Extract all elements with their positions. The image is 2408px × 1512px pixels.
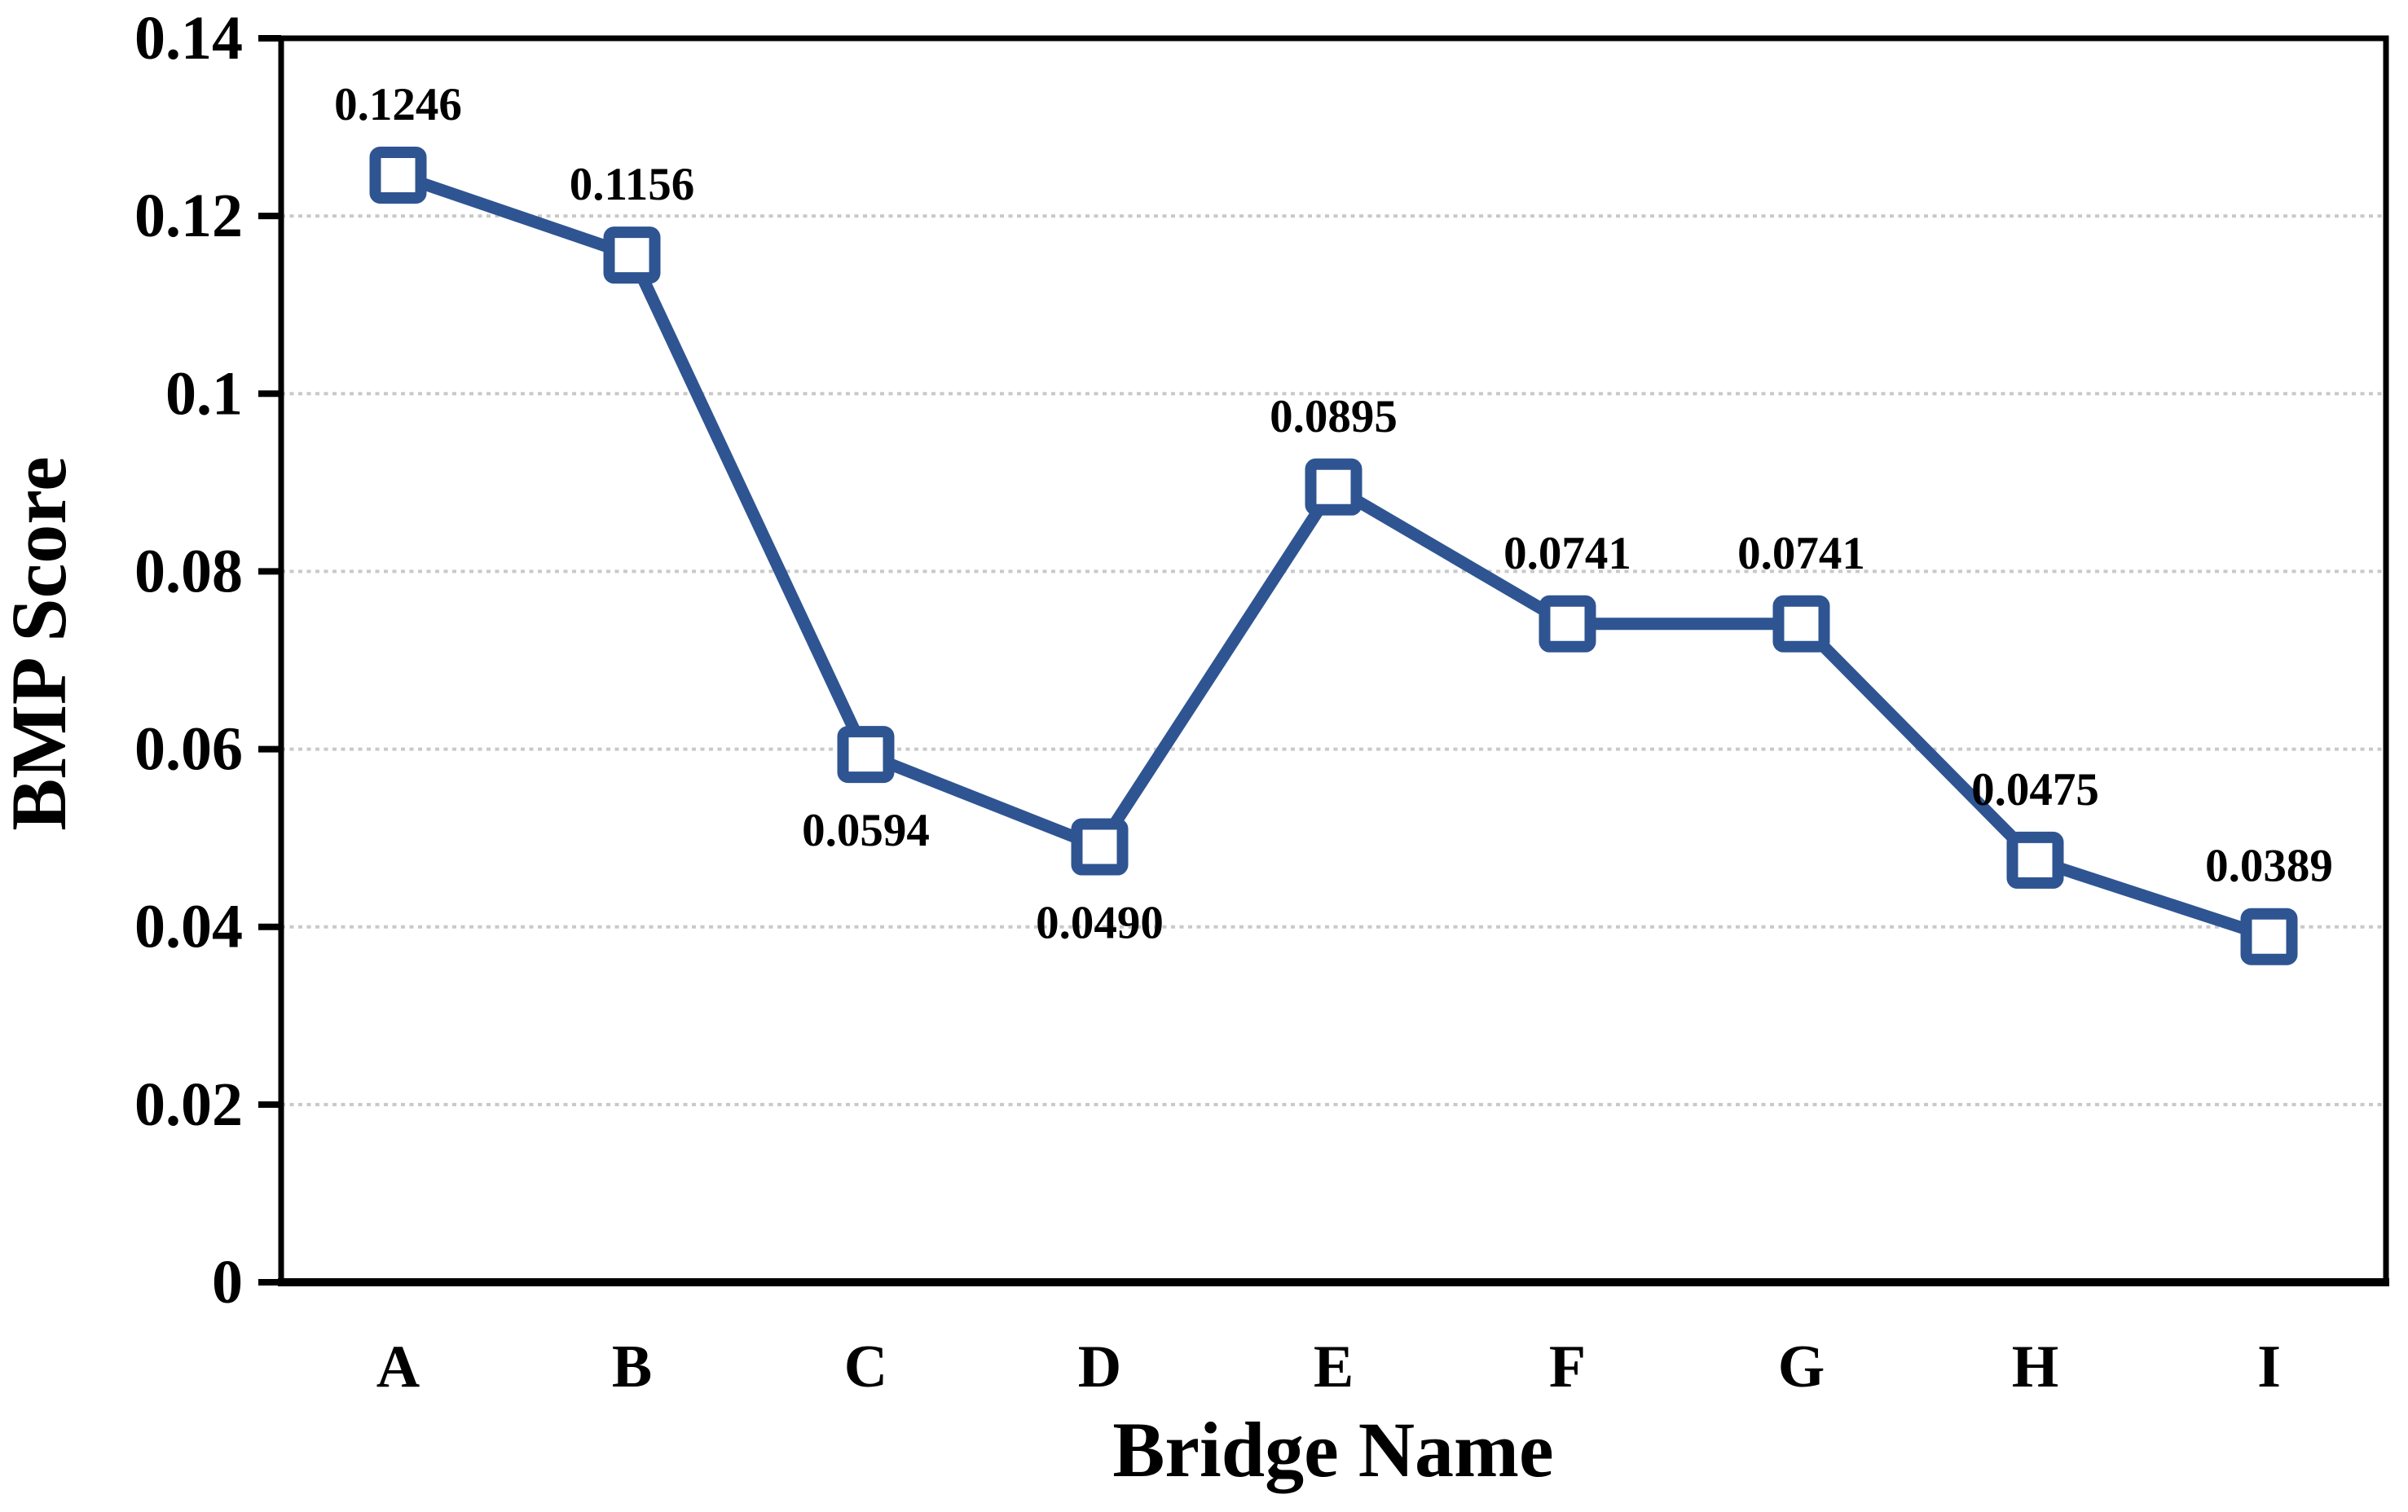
x-category-label: C xyxy=(844,1334,887,1400)
data-point-marker xyxy=(1305,458,1362,516)
data-labels: 0.1246 0.1156 0.0594 0.0490 0.0895 0.0741 0.07… xyxy=(334,79,2333,949)
x-axis-title: Bridge Name xyxy=(1112,1406,1553,1493)
y-axis-tick-labels: 0 0.02 0.04 0.06 0.08 0.1 0.12 0.14 xyxy=(134,4,243,1316)
x-category-label: E xyxy=(1314,1334,1354,1400)
series-polyline xyxy=(396,169,2271,943)
y-tick-label: 0 xyxy=(212,1248,243,1316)
x-category-labels: A B C D E F G H I xyxy=(376,1334,2281,1400)
series-line xyxy=(396,169,2271,943)
x-category-label: B xyxy=(612,1334,652,1400)
y-tick-label: 0.08 xyxy=(134,537,243,605)
data-label: 0.1156 xyxy=(570,159,695,210)
x-category-label: A xyxy=(376,1334,420,1400)
y-axis-title: BMP Score xyxy=(0,456,82,830)
y-tick-label: 0.12 xyxy=(134,182,243,250)
x-category-label: H xyxy=(2012,1334,2059,1400)
data-label: 0.0490 xyxy=(1036,898,1164,949)
x-category-label: F xyxy=(1549,1334,1586,1400)
y-axis-ticks xyxy=(258,35,281,1286)
y-tick-label: 0.1 xyxy=(165,359,243,428)
data-point-marker xyxy=(2006,831,2064,889)
data-point-marker xyxy=(603,226,661,284)
data-point-marker xyxy=(369,146,427,204)
data-point-marker xyxy=(2240,908,2298,965)
gridlines xyxy=(281,214,2386,1106)
data-label: 0.0895 xyxy=(1270,391,1398,442)
y-tick-label: 0.02 xyxy=(134,1070,243,1139)
y-tick-label: 0.06 xyxy=(134,715,243,784)
data-label: 0.0475 xyxy=(1971,764,2099,815)
x-category-label: G xyxy=(1778,1334,1825,1400)
x-category-label: D xyxy=(1078,1334,1121,1400)
data-label: 0.1246 xyxy=(334,79,462,130)
data-point-marker xyxy=(1539,595,1596,653)
data-label: 0.0741 xyxy=(1737,528,1865,579)
data-point-marker xyxy=(1772,595,1830,653)
plot-frame xyxy=(278,35,2389,1286)
data-label: 0.0389 xyxy=(2205,841,2333,892)
data-point-markers xyxy=(369,146,2298,965)
data-point-marker xyxy=(1071,818,1129,876)
x-category-label: I xyxy=(2257,1334,2281,1400)
y-tick-label: 0.04 xyxy=(134,893,243,961)
y-tick-label: 0.14 xyxy=(134,4,243,73)
data-label: 0.0741 xyxy=(1503,528,1631,579)
data-label: 0.0594 xyxy=(802,805,930,856)
data-point-marker xyxy=(837,726,895,784)
plot-border xyxy=(278,35,2389,1286)
